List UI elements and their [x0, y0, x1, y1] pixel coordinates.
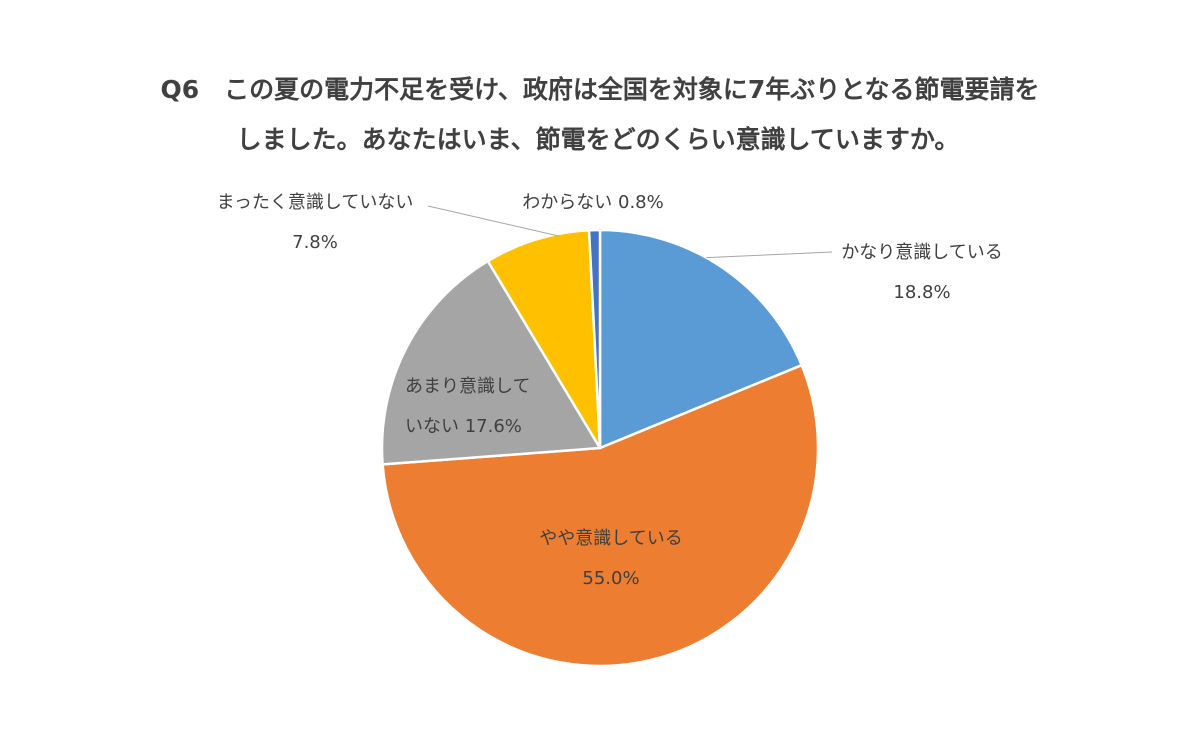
chart-title-line-2: しました。あなたはいま、節電をどのくらい意識していますか。: [237, 125, 960, 154]
slice-label-amari: あまり意識していない 17.6%: [405, 376, 530, 437]
slice-label-kanari: かなり意識している 18.8%: [841, 242, 1002, 303]
slice-label-mattaku-value: 7.8%: [292, 232, 338, 253]
pie-slice: [380, 259, 603, 466]
chart-title-line-1: Q6 この夏の電力不足を受け、政府は全国を対象に7年ぶりとなる節電要請を: [160, 75, 1039, 104]
pie-slice: [598, 228, 804, 450]
leader-lines: [427, 205, 833, 259]
data-labels: かなり意識している 18.8% やや意識している 55.0% あまり意識していない 17…: [217, 192, 1003, 589]
slice-label-mattaku: まったく意識していない: [217, 192, 414, 213]
slice-label-yaya: やや意識している 55.0%: [539, 528, 682, 589]
slice-label-wakaranai: わからない 0.8%: [522, 192, 663, 213]
pie-slice: [486, 228, 602, 449]
leader-line: [427, 205, 560, 237]
pie-slices: [380, 228, 820, 668]
leader-line: [706, 251, 833, 259]
pie-slice: [381, 363, 820, 668]
chart-title: Q6 この夏の電力不足を受け、政府は全国を対象に7年ぶりとなる節電要請を しまし…: [160, 75, 1039, 154]
pie-slice: [587, 228, 602, 449]
